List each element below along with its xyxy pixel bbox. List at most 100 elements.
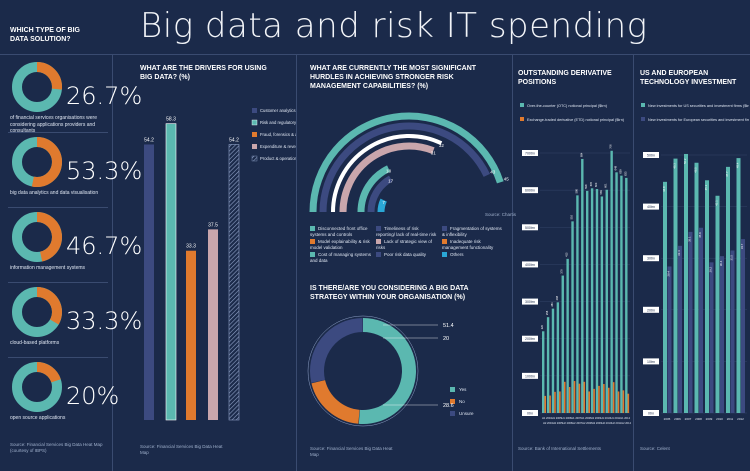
solution-donut-segment xyxy=(31,137,62,187)
hurdles-heading: WHAT ARE CURRENTLY THE MOST SIGNIFICANT … xyxy=(310,65,477,90)
investment-ytick: 10trn xyxy=(647,360,655,364)
investment-ytick-bg xyxy=(643,410,659,416)
drivers-legend-swatch xyxy=(252,144,257,149)
derivatives-legend-swatch xyxy=(520,117,524,121)
solution-percent: 20% xyxy=(66,382,120,410)
derivatives-bar-etd xyxy=(559,391,561,413)
derivatives-xtick: H1 2006 xyxy=(562,416,572,420)
derivatives-xtick: H2 2010 xyxy=(602,421,612,425)
derivatives-xtick: H2 2009 xyxy=(592,421,602,425)
derivatives-ytick: 500trn xyxy=(525,226,535,230)
investment-xtick: 2012 xyxy=(737,417,744,421)
hurdles-legend-swatch xyxy=(376,252,381,257)
derivatives-bar-otc xyxy=(590,188,594,413)
investment-ytick: 30trn xyxy=(647,257,655,261)
derivatives-bar-label: 706 xyxy=(609,144,613,149)
investment-bar-us xyxy=(715,195,720,413)
investment-xtick: 2009 xyxy=(706,417,713,421)
hurdles-legend-label: Inadequate risk management functionality xyxy=(442,239,494,250)
drivers-bar-label: 37.5 xyxy=(208,222,218,228)
derivatives-bar-label: 415 xyxy=(565,252,569,257)
hurdles-legend-item: Model explainability & risk model valida… xyxy=(310,239,372,250)
solution-donut-segment xyxy=(36,362,61,383)
investment-xtick: 2011 xyxy=(727,417,734,421)
solution-divider xyxy=(8,282,108,283)
hurdles-legend-label: Model explainability & risk model valida… xyxy=(310,239,370,250)
investment-bar-eu xyxy=(699,227,703,413)
hurdles-arc xyxy=(319,122,490,213)
derivatives-xtick: H2 2004 xyxy=(543,421,553,425)
solution-donut xyxy=(12,62,62,112)
solution-donut xyxy=(12,287,62,337)
solution-donut xyxy=(12,137,62,187)
derivatives-bar-otc xyxy=(551,308,555,413)
divider-2 xyxy=(296,55,297,471)
investment-bar-us xyxy=(736,158,741,413)
derivatives-bar-label: 298 xyxy=(555,295,559,300)
derivatives-source: Source: Bank of International Settlement… xyxy=(518,446,602,451)
drivers-bar-label: 54.2 xyxy=(229,137,239,143)
solution-divider xyxy=(8,357,108,358)
derivatives-bar-etd xyxy=(544,395,546,413)
hurdles-legend-label: Others xyxy=(450,252,464,257)
derivatives-bar-otc xyxy=(566,258,569,413)
investment-bar-label: 49.4 xyxy=(736,162,740,168)
drivers-legend-label: Customer analytics xyxy=(260,108,296,113)
hurdles-legend-swatch xyxy=(376,226,381,231)
derivatives-bar-etd xyxy=(549,395,551,413)
investment-ytick-bg xyxy=(643,152,659,158)
drivers-legend-swatch xyxy=(251,119,258,126)
solution-label: open source applications xyxy=(10,415,66,421)
hurdles-legend-item: Others xyxy=(442,252,504,258)
divider-1 xyxy=(112,55,113,471)
investment-ytick: 20trn xyxy=(647,308,655,312)
investment-bar-eu xyxy=(720,256,724,413)
hurdles-legend-item: Timeliness of risk reporting/ lack of re… xyxy=(376,226,438,237)
derivatives-xtick: H1 2008 xyxy=(581,416,591,420)
hurdles-legend-item: Inadequate risk management functionality xyxy=(442,239,504,250)
drivers-bar-label: 58.3 xyxy=(166,117,176,123)
derivatives-ytick-bg xyxy=(522,187,538,194)
solution-percent: 46.7% xyxy=(66,232,143,260)
drivers-source: Source: Financial Services Big Data Heat… xyxy=(140,444,223,455)
derivatives-ytick: 400trn xyxy=(525,263,535,267)
solution-percent: 26.7% xyxy=(66,82,143,110)
strategy-legend-label: Unsure xyxy=(459,411,474,416)
investment-bar-label: 30.4 xyxy=(719,260,723,266)
derivatives-ytick: 700trn xyxy=(525,152,535,156)
hurdles-legend-item: Disconnected front office systems and co… xyxy=(310,226,372,237)
investment-bar-label: 35.9 xyxy=(698,232,702,238)
derivatives-bar-otc xyxy=(610,150,613,413)
investment-bar-us xyxy=(726,166,730,413)
derivatives-bar-etd xyxy=(554,391,556,413)
solution-source: Source: Financial Services Big Data Heat… xyxy=(10,442,103,453)
strategy-label: 28.6 xyxy=(443,403,454,409)
derivatives-bar-label: 583 xyxy=(599,190,603,195)
derivatives-bar-label: 601 xyxy=(604,183,608,188)
solution-donut xyxy=(12,362,62,412)
strategy-legend-swatch xyxy=(450,399,455,404)
derivatives-bar-label: 258 xyxy=(545,310,549,315)
page-title: Big data and risk IT spending xyxy=(140,6,648,46)
hurdles-legend-item: Poor risk data quality xyxy=(376,252,438,258)
drivers-bar xyxy=(186,250,196,420)
solution-divider xyxy=(8,207,108,208)
derivatives-chart: Over-the-counter (OTC) notional principa… xyxy=(520,103,632,425)
solution-label: information management systems xyxy=(10,265,86,271)
investment-source: Source: Celent xyxy=(640,446,670,451)
investment-bar-eu xyxy=(730,250,735,413)
derivatives-bar-etd xyxy=(593,388,595,413)
derivatives-bar-label: 633 xyxy=(623,171,627,176)
derivatives-bar-label: 516 xyxy=(570,214,574,219)
derivatives-xtick: H1 2007 xyxy=(571,416,581,420)
title-divider xyxy=(0,54,750,55)
hurdles-legend-item: Fragmentation of systems & inflexibility xyxy=(442,226,504,237)
investment-ytick: 40trn xyxy=(647,205,655,209)
derivatives-bar-label: 370 xyxy=(560,269,564,274)
drivers-bar-label: 33.3 xyxy=(186,244,196,250)
solution-donut-segment xyxy=(36,287,62,325)
derivatives-xtick: H1 2005 xyxy=(552,416,562,420)
hurdles-legend-label: Fragmentation of systems & inflexibility xyxy=(442,226,502,237)
derivatives-bar-otc xyxy=(581,158,584,413)
